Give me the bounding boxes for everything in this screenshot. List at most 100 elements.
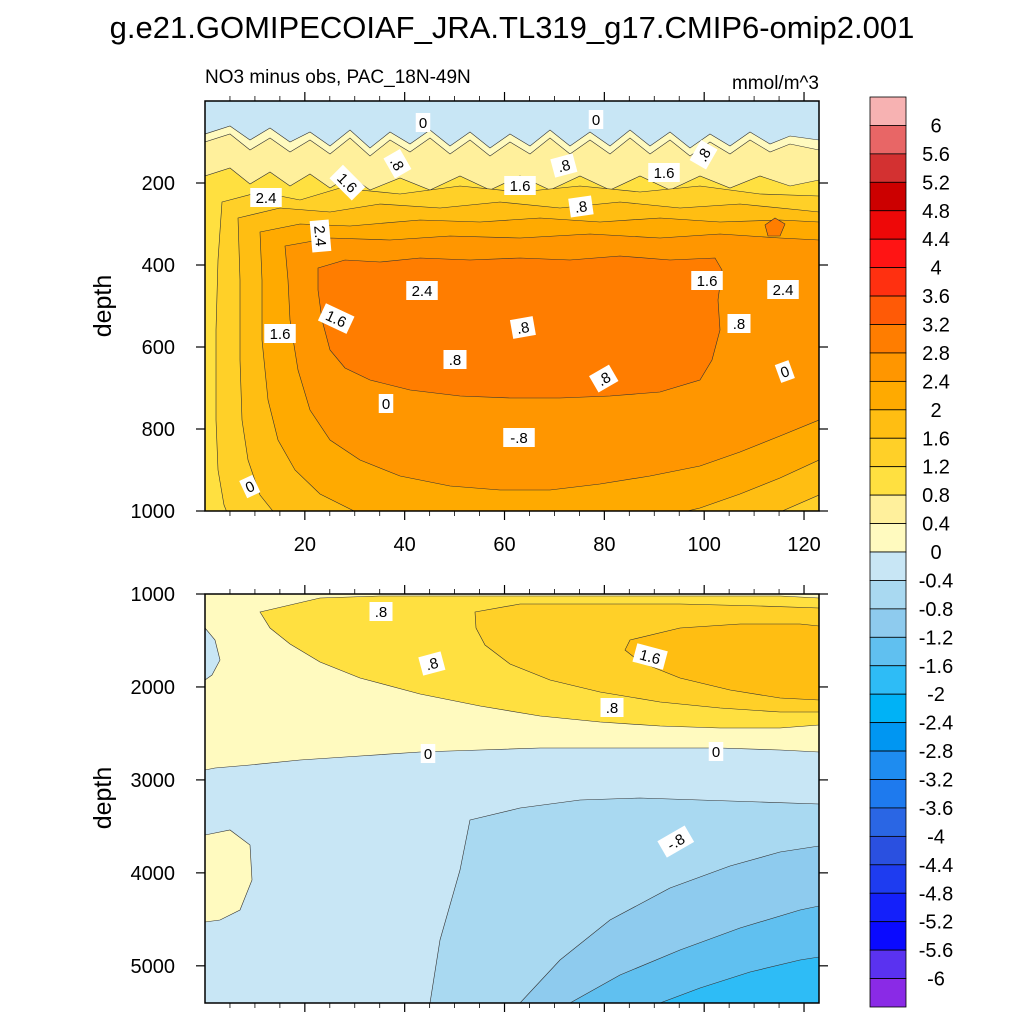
upper-xtick-label: 40 — [394, 534, 416, 556]
upper-contour-label: .8 — [443, 350, 467, 369]
colorbar-label: 0 — [930, 542, 941, 564]
colorbar-cell — [869, 494, 907, 524]
colorbar-cell — [869, 921, 907, 951]
upper-contour-label: 0 — [415, 113, 431, 132]
lower-ytick-label: 2000 — [131, 677, 176, 699]
upper-fill-2.8-right — [764, 217, 786, 237]
colorbar-label: 0.4 — [922, 514, 950, 536]
upper-contour-label-text: .8 — [515, 319, 530, 338]
upper-contour-label-bg — [504, 176, 536, 195]
upper-contour-label-bg — [443, 350, 467, 369]
lower-panel: 1000 2000 3000 4000 5000 .8 .8 1.6 .8 0 0 -.8 dept… — [89, 584, 828, 1012]
colorbar-label: -4 — [927, 826, 945, 848]
upper-contour-label-bg — [568, 195, 594, 218]
lower-contour-label-text: .8 — [606, 700, 619, 717]
upper-contour-label-bg — [727, 314, 751, 333]
lower-ytick-label: 5000 — [131, 956, 176, 978]
colorbar-cell — [869, 978, 907, 1008]
colorbar-label: 4 — [930, 258, 941, 280]
lower-contour-label-text: .8 — [424, 655, 440, 675]
colorbar-cell — [869, 352, 907, 382]
upper-contour-label: 1.6 — [691, 271, 723, 290]
colorbar-label: -1.2 — [919, 627, 953, 649]
upper-contour-label-bg — [648, 163, 680, 182]
colorbar-label: 3.6 — [922, 286, 950, 308]
colorbar-label: 3.2 — [922, 315, 950, 337]
colorbar-label: 1.2 — [922, 457, 950, 479]
upper-contour-label-text: .8 — [556, 157, 572, 177]
upper-contour-label-bg — [329, 164, 366, 201]
colorbar-cell — [869, 551, 907, 581]
lower-contour-label-bg — [369, 602, 393, 621]
upper-contour-label-bg — [550, 153, 578, 178]
panel-subtitle: NO3 minus obs, PAC_18N-49N — [205, 67, 471, 88]
upper-contour-label: .8 — [568, 195, 594, 218]
upper-contour-label-bg — [589, 364, 619, 393]
upper-contour-label-text: 2.4 — [256, 190, 277, 207]
colorbar-cell — [869, 864, 907, 894]
lower-frame — [204, 593, 820, 1004]
upper-contour-label: .8 — [589, 364, 619, 393]
colorbar-cell — [869, 409, 907, 439]
upper-contour-label: .8 — [509, 316, 536, 339]
colorbar: 6 5.6 5.2 4.8 4.4 4 3.6 3.2 2.8 2.4 2 1.6 1.2 0.8 0.4 0… — [869, 96, 953, 1008]
colorbar-cell — [869, 466, 907, 496]
upper-contour-label: 0 — [378, 394, 394, 413]
lower-ytick-label: 4000 — [131, 863, 176, 885]
upper-contour-label: 2.4 — [309, 219, 332, 253]
colorbar-label: 2 — [930, 400, 941, 422]
colorbar-label: -0.8 — [919, 599, 953, 621]
colorbar-cell — [869, 807, 907, 837]
colorbar-cell — [869, 580, 907, 610]
colorbar-cell — [869, 267, 907, 297]
colorbar-cell — [869, 693, 907, 724]
upper-ytick-label: 1000 — [131, 501, 176, 523]
lower-ylabel: depth — [89, 767, 117, 830]
upper-ytick-label: 600 — [142, 337, 175, 359]
colorbar-cell — [869, 636, 907, 667]
upper-contour-label-text: 0 — [419, 115, 427, 132]
colorbar-label: -5.6 — [919, 940, 953, 962]
upper-contour-label: 2.4 — [767, 280, 799, 299]
colorbar-cell — [869, 181, 907, 212]
colorbar-label: -2.4 — [919, 713, 953, 735]
lower-fill-deep-left — [205, 829, 253, 923]
upper-contour-label: 0 — [588, 110, 604, 129]
upper-xtick-label: 20 — [294, 534, 316, 556]
upper-xtick-label: 80 — [593, 534, 615, 556]
lower-contour-label-text: 0 — [424, 746, 432, 763]
upper-contour-label-bg — [415, 113, 431, 132]
units-label: mmol/m^3 — [732, 73, 819, 94]
upper-contour-label-bg — [503, 428, 535, 447]
upper-contour-label-text: 1.6 — [510, 178, 531, 195]
upper-contour-label-text: 2.4 — [310, 225, 329, 247]
lower-contour-label: -.8 — [657, 825, 695, 858]
upper-contour-label-bg — [264, 324, 296, 343]
colorbar-label: -4.4 — [919, 855, 953, 877]
upper-xtick-label: 120 — [787, 534, 820, 556]
colorbar-cell — [869, 380, 907, 411]
upper-contour-label-bg — [317, 303, 355, 334]
upper-contour-label: 2.4 — [250, 188, 282, 207]
lower-contour-label: 0 — [420, 744, 436, 763]
upper-contour-label-bg — [509, 316, 536, 339]
upper-contour-label-bg — [767, 280, 799, 299]
upper-contour-label-bg — [406, 281, 438, 300]
lower-contour-label: .8 — [418, 651, 446, 676]
upper-fill-surface-negative — [205, 101, 819, 149]
lower-fill-neg-2.0 — [659, 956, 819, 1003]
colorbar-label: 2.8 — [922, 343, 950, 365]
upper-contour-label-text: .8 — [733, 316, 746, 333]
colorbar-label: -2 — [927, 684, 945, 706]
upper-contour-label-text: 2.4 — [773, 282, 794, 299]
lower-contour-fill — [205, 594, 819, 1003]
colorbar-label: 6 — [930, 115, 941, 137]
upper-frame — [204, 100, 820, 512]
lower-fill-left-neg — [205, 627, 221, 681]
colorbar-cell — [869, 238, 907, 269]
colorbar-label: -3.2 — [919, 770, 953, 792]
colorbar-cell — [869, 779, 907, 809]
colorbar-cell — [869, 523, 907, 553]
colorbar-label: -0.4 — [919, 570, 953, 592]
